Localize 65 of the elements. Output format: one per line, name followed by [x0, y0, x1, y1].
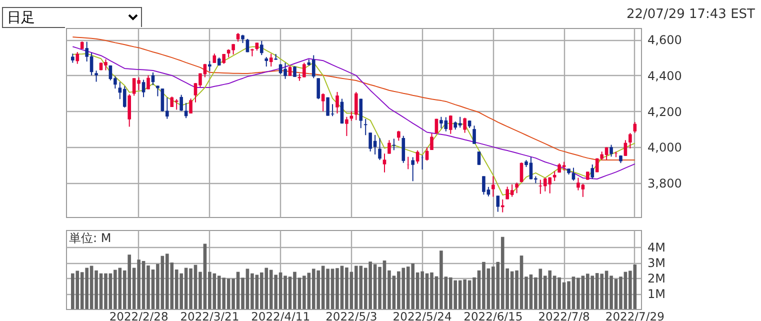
- candlestick: [336, 91, 339, 114]
- candlestick: [146, 74, 150, 90]
- candlestick: [472, 125, 476, 144]
- y-tick-label: 4,000: [648, 140, 682, 155]
- candlestick: [359, 98, 363, 129]
- candlestick: [434, 118, 438, 134]
- candlestick: [448, 114, 452, 134]
- candlestick: [397, 130, 400, 142]
- y-tick-label: 4M: [648, 240, 666, 255]
- candlestick: [142, 79, 146, 98]
- candlestick: [76, 52, 80, 64]
- y-tick-label: 3,800: [648, 176, 682, 190]
- candlestick: [633, 122, 637, 134]
- candlestick: [388, 140, 391, 154]
- candlestick: [430, 133, 434, 150]
- y-tick-label: 4,200: [648, 104, 682, 119]
- candlestick: [180, 94, 183, 112]
- candlestick: [316, 78, 320, 100]
- candlestick: [128, 94, 132, 128]
- candlestick: [212, 53, 216, 64]
- y-tick-label: 2M: [648, 272, 666, 286]
- candlestick: [492, 176, 495, 198]
- y-tick-label: 4,600: [648, 33, 682, 48]
- candlestick: [378, 138, 382, 161]
- candlestick: [402, 135, 406, 164]
- candlestick: [345, 116, 348, 137]
- candlestick: [94, 70, 98, 82]
- candlestick: [411, 156, 414, 182]
- candlestick: [364, 118, 368, 136]
- candlestick: [628, 132, 632, 149]
- candlestick: [293, 66, 296, 78]
- text: 22/07/29 17:43 EST: [626, 7, 755, 22]
- line-series: [72, 36, 636, 161]
- candlestick: [260, 40, 264, 56]
- candlestick: [515, 182, 518, 194]
- candlestick: [477, 151, 481, 166]
- candlestick: [463, 117, 466, 134]
- candlestick: [614, 151, 618, 158]
- candlestick: [354, 91, 358, 121]
- y-tick-label: 4,400: [648, 68, 682, 83]
- candlestick: [552, 170, 556, 182]
- candlestick: [156, 85, 160, 97]
- candlestick: [208, 60, 212, 72]
- candlestick: [624, 140, 628, 156]
- candlestick: [572, 167, 576, 182]
- period-dropdown: 日足: [2, 7, 142, 28]
- y-axis-title: 単位: M: [69, 231, 112, 245]
- candlestick: [610, 144, 613, 158]
- y-tick-label: 3M: [648, 256, 666, 270]
- candlestick: [166, 97, 169, 120]
- candlestick: [382, 153, 386, 173]
- candlestick: [269, 53, 273, 68]
- candlestick: [321, 92, 325, 112]
- candlestick: [496, 195, 500, 212]
- candlestick: [71, 53, 74, 64]
- candlestick: [160, 88, 164, 112]
- candlestick: [425, 146, 429, 162]
- y-tick-label: 1M: [648, 287, 666, 302]
- candlestick: [340, 98, 344, 124]
- candlestick: [264, 56, 268, 68]
- candlestick: [189, 98, 192, 114]
- candlestick: [590, 164, 594, 180]
- candlestick: [520, 162, 524, 183]
- candlestick: [122, 86, 126, 108]
- candlestick: [246, 38, 250, 53]
